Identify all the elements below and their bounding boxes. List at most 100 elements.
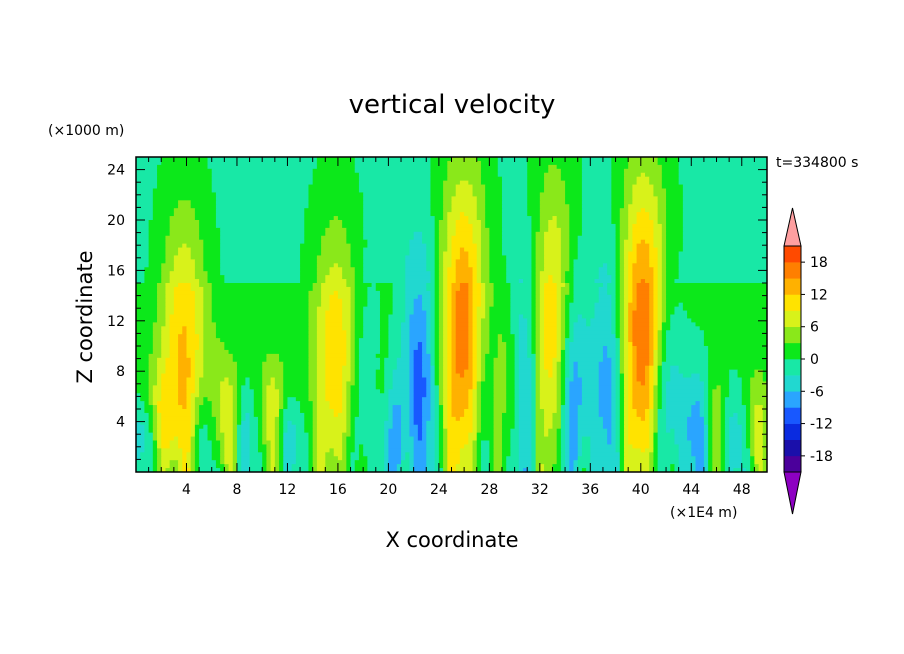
heatmap-cell <box>611 314 616 319</box>
heatmap-cell <box>661 231 667 237</box>
heatmap-cell <box>405 283 427 288</box>
heatmap-cell <box>598 409 612 414</box>
heatmap-cell <box>623 436 629 441</box>
heatmap-cell <box>476 424 482 430</box>
heatmap-cell <box>401 420 410 426</box>
heatmap-cell <box>455 338 469 343</box>
heatmap-cell <box>392 298 406 304</box>
heatmap-cell <box>590 440 608 445</box>
heatmap-cell <box>199 420 217 426</box>
heatmap-cell <box>535 346 541 351</box>
heatmap-cell <box>666 220 684 225</box>
heatmap-cell <box>283 397 288 402</box>
heatmap-cell <box>535 255 545 260</box>
heatmap-cell <box>283 401 288 406</box>
heatmap-cell <box>169 279 200 284</box>
heatmap-cell <box>619 357 625 363</box>
heatmap-cell <box>316 428 347 434</box>
heatmap-cell <box>611 393 616 398</box>
heatmap-cell <box>661 314 667 319</box>
heatmap-cell <box>178 338 187 343</box>
chart-title: vertical velocity <box>349 90 556 120</box>
heatmap-cell <box>316 420 347 426</box>
heatmap-cell <box>342 405 347 410</box>
heatmap-cell <box>535 381 541 386</box>
heatmap-cell <box>350 393 360 398</box>
heatmap-cell <box>342 223 364 229</box>
heatmap-cell <box>211 306 309 311</box>
heatmap-cell <box>598 286 608 292</box>
heatmap-cell <box>615 353 621 359</box>
heatmap-cell <box>438 334 444 339</box>
heatmap-cell <box>194 216 217 221</box>
heatmap-cell <box>169 318 196 323</box>
heatmap-cell <box>535 397 541 402</box>
heatmap-cell <box>556 338 562 343</box>
heatmap-cell <box>619 432 625 437</box>
heatmap-cell <box>236 440 242 445</box>
heatmap-cell <box>220 405 234 410</box>
heatmap-cell <box>148 239 166 245</box>
heatmap-cell <box>308 290 322 296</box>
heatmap-cell <box>308 397 318 402</box>
heatmap-cell <box>703 460 709 465</box>
heatmap-cell <box>607 283 616 288</box>
heatmap-cell <box>434 444 440 449</box>
heatmap-cell <box>283 365 309 371</box>
heatmap-cell <box>438 306 444 311</box>
heatmap-cell <box>674 468 680 473</box>
heatmap-cell <box>316 157 356 162</box>
heatmap-cell <box>708 353 768 359</box>
heatmap-cell <box>283 409 301 414</box>
heatmap-cell <box>283 393 309 398</box>
heatmap-cell <box>451 235 473 241</box>
heatmap-cell <box>666 275 680 280</box>
heatmap-cell <box>649 263 659 268</box>
heatmap-cell <box>186 397 192 402</box>
heatmap-cell <box>203 298 213 304</box>
heatmap-cell <box>161 157 208 162</box>
heatmap-cell <box>741 452 751 457</box>
heatmap-cell <box>405 456 410 461</box>
heatmap-cell <box>321 243 351 248</box>
heatmap-cell <box>556 322 562 327</box>
heatmap-cell <box>438 397 444 402</box>
heatmap-cell <box>573 294 600 300</box>
heatmap-cell <box>316 330 326 335</box>
heatmap-cell <box>430 180 444 185</box>
heatmap-cell <box>480 353 486 359</box>
heatmap-cell <box>434 357 440 363</box>
heatmap-cell <box>262 373 284 378</box>
heatmap-cell <box>653 385 659 390</box>
heatmap-cell <box>531 464 537 469</box>
heatmap-cell <box>581 389 600 394</box>
heatmap-cell <box>531 275 537 280</box>
heatmap-cell <box>422 239 436 245</box>
heatmap-cell <box>438 353 444 359</box>
heatmap-cell <box>523 314 532 319</box>
heatmap-cell <box>321 294 330 300</box>
heatmap-cell <box>426 338 431 343</box>
heatmap-cell <box>733 468 743 473</box>
heatmap-cell <box>544 263 562 268</box>
heatmap-cell <box>157 298 166 304</box>
heatmap-cell <box>363 235 415 241</box>
heatmap-cell <box>544 172 562 178</box>
heatmap-cell <box>577 405 600 410</box>
heatmap-cell <box>472 338 478 343</box>
heatmap-cell <box>754 428 764 434</box>
heatmap-cell <box>489 464 494 469</box>
heatmap-cell <box>152 346 162 351</box>
heatmap-cell <box>645 208 659 213</box>
heatmap-cell <box>279 432 284 437</box>
heatmap-cell <box>194 263 204 268</box>
heatmap-cell <box>455 326 469 331</box>
heatmap-cell <box>649 353 654 359</box>
heatmap-cell <box>438 420 444 426</box>
heatmap-cell <box>535 294 541 300</box>
heatmap-cell <box>455 220 469 225</box>
heatmap-cell <box>518 361 532 367</box>
heatmap-cell <box>476 279 482 284</box>
heatmap-cell <box>548 164 558 170</box>
heatmap-cell <box>628 231 633 237</box>
